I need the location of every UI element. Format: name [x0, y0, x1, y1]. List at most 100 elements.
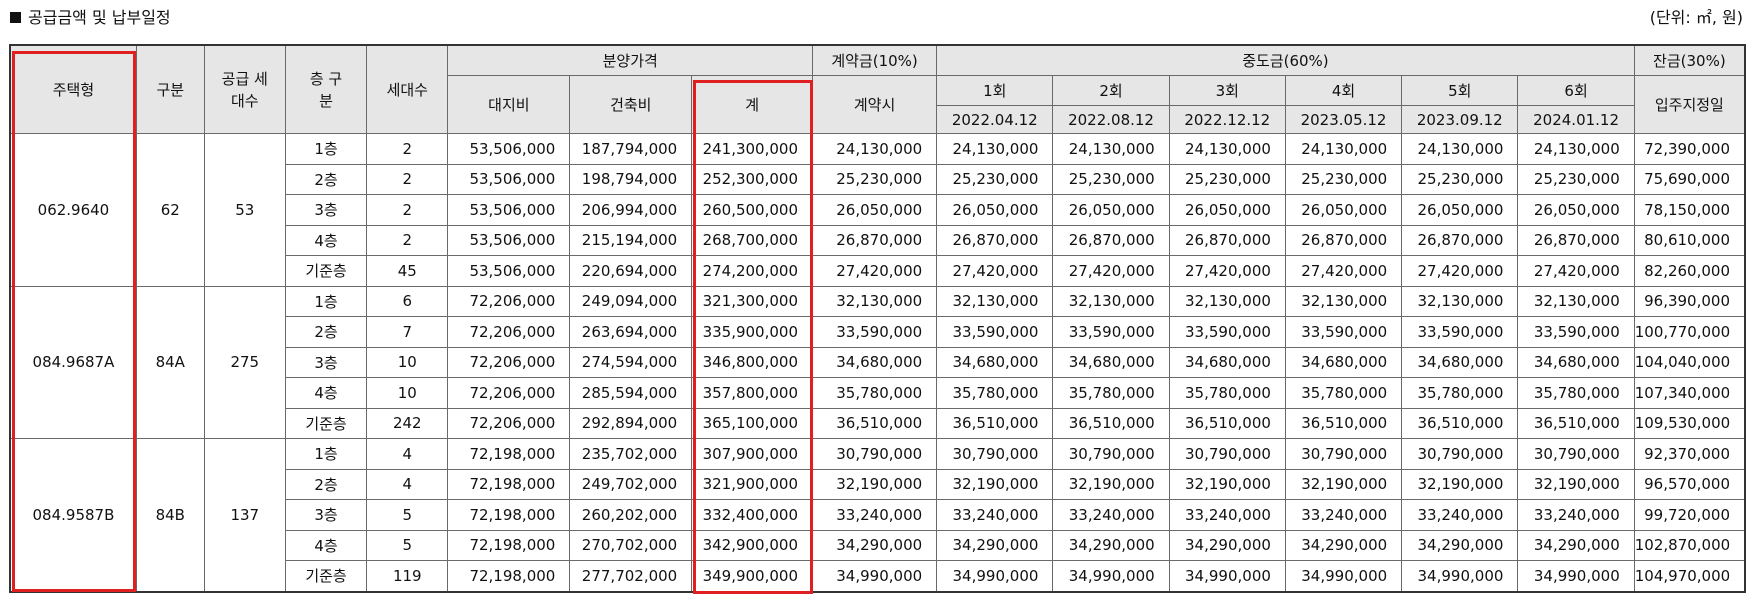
cell-contract: 25,230,000	[811, 163, 938, 195]
cell-installment-5: 26,050,000	[1401, 194, 1519, 226]
header-contract-time: 계약시	[811, 75, 938, 134]
cell-building: 215,194,000	[569, 224, 693, 256]
cell-installment-4: 26,870,000	[1284, 224, 1403, 256]
cell-category: 84B	[135, 438, 205, 592]
cell-land: 72,206,000	[447, 285, 571, 317]
cell-installment-6: 34,990,000	[1517, 560, 1635, 592]
cell-building: 198,794,000	[569, 163, 693, 195]
cell-land: 53,506,000	[447, 163, 571, 195]
cell-installment-1: 27,420,000	[936, 255, 1054, 287]
cell-installment-3: 33,240,000	[1168, 499, 1286, 531]
cell-contract: 32,130,000	[811, 285, 938, 317]
cell-installment-3: 34,990,000	[1168, 560, 1286, 592]
cell-installment-1: 33,240,000	[936, 499, 1054, 531]
cell-installment-1: 26,050,000	[936, 194, 1054, 226]
cell-installment-2: 34,990,000	[1052, 560, 1170, 592]
cell-balance: 78,150,000	[1633, 194, 1746, 226]
cell-total: 342,900,000	[691, 529, 813, 561]
cell-total: 260,500,000	[691, 194, 813, 226]
cell-floor: 기준층	[284, 255, 368, 287]
cell-housing-type: 084.9687A	[9, 285, 137, 439]
cell-balance: 92,370,000	[1633, 438, 1746, 470]
cell-installment-4: 32,190,000	[1284, 468, 1403, 500]
cell-households: 10	[366, 346, 449, 378]
cell-installment-1: 30,790,000	[936, 438, 1054, 470]
page-title: 공급금액 및 납부일정	[10, 6, 171, 30]
cell-installment-6: 26,050,000	[1517, 194, 1635, 226]
table-row: 4층 2 53,506,000 215,194,000 268,700,000 26,87…	[10, 224, 1746, 256]
header-building: 건축비	[569, 75, 693, 134]
header-contract: 계약금(10%)	[811, 44, 938, 76]
cell-contract: 26,050,000	[811, 194, 938, 226]
cell-households: 242	[366, 407, 449, 439]
cell-balance: 109,530,000	[1633, 407, 1746, 439]
header-sale-price: 분양가격	[447, 44, 813, 76]
header-floor-category: 층 구분	[284, 44, 368, 134]
header-installment-5: 5회	[1401, 75, 1519, 106]
cell-supply-units: 275	[203, 285, 286, 439]
cell-installment-1: 36,510,000	[936, 407, 1054, 439]
cell-installment-5: 34,680,000	[1401, 346, 1519, 378]
cell-installment-3: 24,130,000	[1168, 133, 1286, 165]
cell-total: 241,300,000	[691, 133, 813, 165]
cell-floor: 기준층	[284, 560, 368, 592]
cell-total: 346,800,000	[691, 346, 813, 378]
header-date-2: 2022.08.12	[1052, 105, 1170, 134]
cell-installment-3: 27,420,000	[1168, 255, 1286, 287]
header-move-in: 입주지정일	[1633, 75, 1746, 134]
cell-households: 2	[366, 133, 449, 165]
cell-total: 252,300,000	[691, 163, 813, 195]
cell-installment-4: 36,510,000	[1284, 407, 1403, 439]
cell-building: 249,094,000	[569, 285, 693, 317]
table-row: 2층 7 72,206,000 263,694,000 335,900,000 33,59…	[10, 316, 1746, 348]
cell-floor: 2층	[284, 163, 368, 195]
cell-installment-3: 36,510,000	[1168, 407, 1286, 439]
cell-installment-2: 35,780,000	[1052, 377, 1170, 409]
cell-installment-5: 32,190,000	[1401, 468, 1519, 500]
cell-building: 277,702,000	[569, 560, 693, 592]
cell-land: 53,506,000	[447, 224, 571, 256]
cell-installment-4: 32,130,000	[1284, 285, 1403, 317]
cell-households: 6	[366, 285, 449, 317]
cell-installment-2: 24,130,000	[1052, 133, 1170, 165]
cell-contract: 30,790,000	[811, 438, 938, 470]
cell-installment-2: 25,230,000	[1052, 163, 1170, 195]
cell-installment-4: 26,050,000	[1284, 194, 1403, 226]
cell-housing-type: 084.9587B	[9, 438, 137, 592]
header-installment-3: 3회	[1168, 75, 1286, 106]
cell-land: 72,198,000	[447, 529, 571, 561]
table-row: 062.9640 62 53 1층 2 53,506,000 187,794,000 241,…	[9, 133, 1746, 287]
cell-installment-3: 26,050,000	[1168, 194, 1286, 226]
cell-installment-6: 30,790,000	[1517, 438, 1635, 470]
cell-installment-3: 30,790,000	[1168, 438, 1286, 470]
cell-balance: 104,970,000	[1633, 560, 1746, 592]
cell-installment-5: 36,510,000	[1401, 407, 1519, 439]
cell-contract: 27,420,000	[811, 255, 938, 287]
cell-installment-1: 26,870,000	[936, 224, 1054, 256]
cell-total: 365,100,000	[691, 407, 813, 439]
cell-total: 321,900,000	[691, 468, 813, 500]
cell-total: 307,900,000	[691, 438, 813, 470]
cell-households: 2	[366, 194, 449, 226]
cell-installment-3: 34,290,000	[1168, 529, 1286, 561]
cell-installment-5: 34,990,000	[1401, 560, 1519, 592]
cell-floor: 1층	[284, 133, 368, 165]
header-housing-type: 주택형	[9, 44, 137, 134]
cell-balance: 104,040,000	[1633, 346, 1746, 378]
header-date-1: 2022.04.12	[936, 105, 1054, 134]
cell-households: 5	[366, 529, 449, 561]
cell-building: 220,694,000	[569, 255, 693, 287]
table-row: 3층 2 53,506,000 206,994,000 260,500,000 26,05…	[10, 194, 1746, 226]
cell-land: 53,506,000	[447, 255, 571, 287]
cell-installment-4: 33,240,000	[1284, 499, 1403, 531]
cell-balance: 82,260,000	[1633, 255, 1746, 287]
cell-installment-5: 26,870,000	[1401, 224, 1519, 256]
cell-installment-6: 26,870,000	[1517, 224, 1635, 256]
cell-installment-3: 35,780,000	[1168, 377, 1286, 409]
header-category: 구분	[135, 44, 205, 134]
cell-installment-1: 35,780,000	[936, 377, 1054, 409]
cell-households: 4	[366, 468, 449, 500]
cell-land: 72,206,000	[447, 316, 571, 348]
cell-balance: 107,340,000	[1633, 377, 1746, 409]
cell-balance: 96,390,000	[1633, 285, 1746, 317]
